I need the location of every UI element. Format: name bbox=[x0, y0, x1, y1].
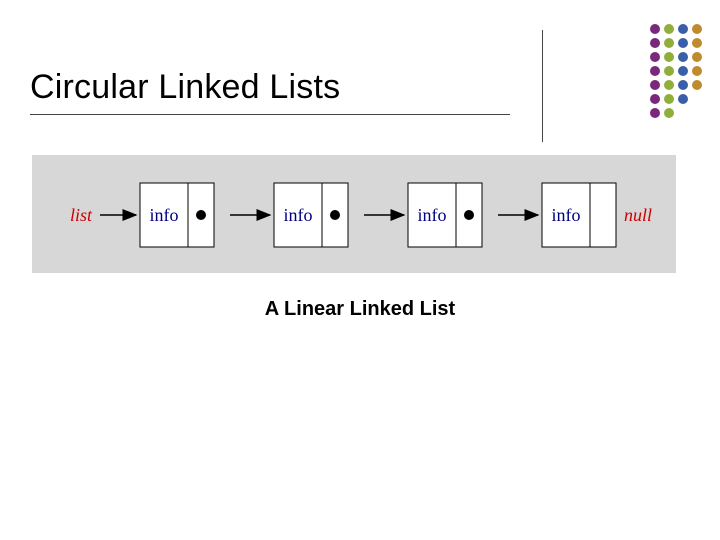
node-info-label: info bbox=[150, 205, 179, 225]
slide: Circular Linked Lists list info info info in… bbox=[0, 0, 720, 540]
decor-dot bbox=[664, 38, 674, 48]
decor-dot bbox=[678, 80, 688, 90]
decor-dot bbox=[692, 24, 702, 34]
decor-dot bbox=[650, 108, 660, 118]
decor-dot bbox=[664, 108, 674, 118]
decor-dot bbox=[692, 38, 702, 48]
decor-dot bbox=[692, 66, 702, 76]
decor-dot bbox=[664, 94, 674, 104]
pointer-dot bbox=[464, 210, 474, 220]
linked-list-diagram: list info info info info null bbox=[32, 155, 676, 273]
decor-dot bbox=[678, 66, 688, 76]
decor-dot bbox=[664, 66, 674, 76]
decor-dot bbox=[664, 80, 674, 90]
decor-dot bbox=[664, 52, 674, 62]
decor-dot bbox=[692, 52, 702, 62]
node-info-label: info bbox=[552, 205, 581, 225]
decor-dots bbox=[650, 24, 702, 118]
page-title: Circular Linked Lists bbox=[30, 68, 340, 107]
decor-dot bbox=[650, 52, 660, 62]
pointer-dot bbox=[330, 210, 340, 220]
decor-dot bbox=[650, 24, 660, 34]
decor-dot bbox=[678, 24, 688, 34]
decor-dot bbox=[678, 38, 688, 48]
title-vertical-divider bbox=[542, 30, 543, 142]
decor-dot bbox=[678, 52, 688, 62]
decor-dot bbox=[650, 38, 660, 48]
decor-dot bbox=[650, 80, 660, 90]
list-head-label: list bbox=[70, 205, 93, 225]
diagram-band: list info info info info null bbox=[32, 155, 676, 273]
node-pointer-cell bbox=[590, 183, 616, 247]
null-label: null bbox=[624, 205, 652, 225]
decor-dot bbox=[678, 94, 688, 104]
decor-dot bbox=[692, 80, 702, 90]
decor-dot bbox=[664, 24, 674, 34]
node-info-label: info bbox=[284, 205, 313, 225]
decor-dot bbox=[650, 94, 660, 104]
node-info-label: info bbox=[418, 205, 447, 225]
title-underline bbox=[30, 114, 510, 115]
decor-dot bbox=[650, 66, 660, 76]
caption: A Linear Linked List bbox=[0, 298, 720, 321]
pointer-dot bbox=[196, 210, 206, 220]
